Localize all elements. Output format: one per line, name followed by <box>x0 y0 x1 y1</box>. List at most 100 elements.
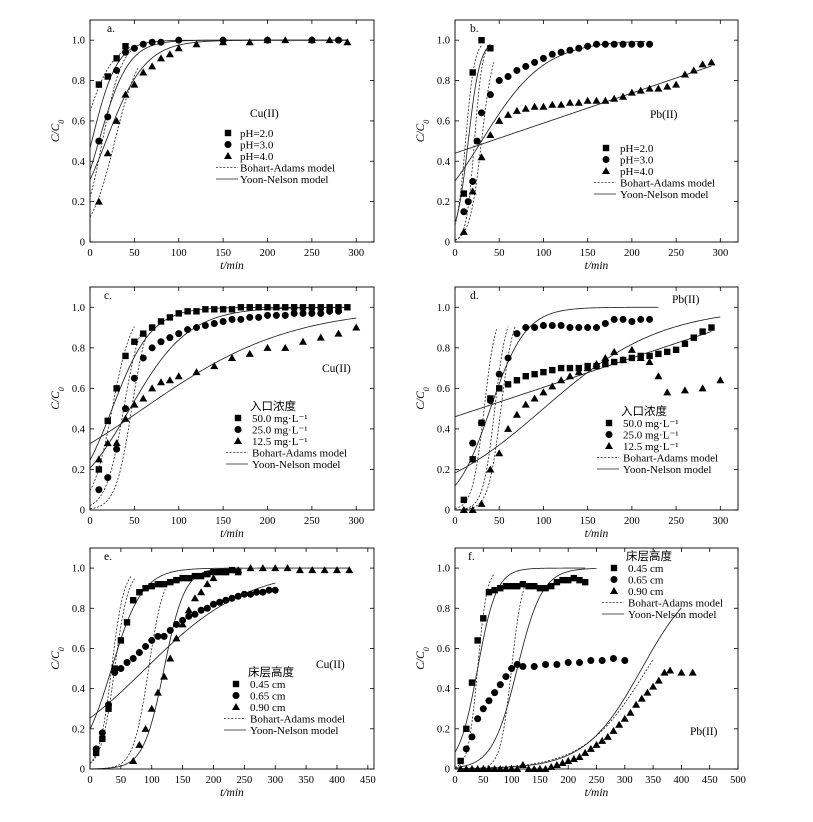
data-point <box>468 679 476 686</box>
data-point <box>610 40 618 48</box>
yoon-nelson-curve <box>455 331 712 418</box>
data-point <box>557 376 566 384</box>
yoon-nelson-curve <box>455 316 721 474</box>
data-point <box>460 190 468 197</box>
data-point <box>552 760 561 768</box>
data-point <box>467 765 476 772</box>
data-point <box>192 368 201 376</box>
data-point <box>664 348 671 356</box>
data-point <box>620 714 629 722</box>
data-point <box>575 44 583 52</box>
x-tick-label: 0 <box>452 775 457 786</box>
data-point <box>308 304 316 311</box>
y-tick-label: 1.0 <box>437 303 450 314</box>
data-point <box>122 352 129 360</box>
x-tick-label: 200 <box>206 775 222 786</box>
data-point <box>531 370 538 378</box>
bohart-adams-curve <box>455 43 491 241</box>
y-tick-label: 1.0 <box>72 564 85 575</box>
data-point <box>203 580 212 588</box>
y-tick-label: 0.2 <box>72 724 85 735</box>
data-point <box>646 315 654 323</box>
data-point <box>166 654 175 662</box>
plot-frame <box>89 547 375 770</box>
data-point <box>131 338 138 345</box>
data-point <box>222 596 230 604</box>
data-point <box>157 378 165 386</box>
data-point <box>197 606 205 614</box>
data-point <box>245 38 254 46</box>
x-tick-label: 100 <box>171 516 187 527</box>
data-point <box>210 568 217 576</box>
series-square <box>95 304 351 473</box>
data-point <box>130 597 137 604</box>
data-point <box>95 466 103 473</box>
data-point <box>463 725 470 733</box>
data-point <box>142 584 149 592</box>
data-point <box>655 350 662 358</box>
x-tick-label: 250 <box>668 516 684 527</box>
data-point <box>153 688 162 696</box>
data-point <box>486 91 494 99</box>
data-point <box>501 765 510 772</box>
data-point <box>92 749 100 757</box>
bohart-adams-curve <box>455 45 482 226</box>
data-point <box>113 66 121 74</box>
data-point <box>99 735 106 743</box>
data-point <box>462 765 471 772</box>
data-point <box>598 657 606 665</box>
data-point <box>680 70 689 78</box>
series-triangle <box>456 666 697 772</box>
yoon-nelson-curve <box>90 582 276 719</box>
data-point <box>609 726 618 734</box>
data-point <box>221 568 230 576</box>
data-point <box>565 576 572 584</box>
data-point <box>94 455 103 463</box>
data-point <box>535 765 544 772</box>
data-point <box>513 377 521 384</box>
data-point <box>148 344 156 352</box>
data-point <box>245 349 254 357</box>
data-point <box>636 86 645 94</box>
data-point <box>557 48 565 56</box>
data-point <box>583 96 592 104</box>
data-point <box>486 465 495 473</box>
data-point <box>103 149 112 157</box>
yoon-nelson-curve <box>90 306 348 469</box>
data-point <box>602 360 609 368</box>
data-point <box>332 566 341 574</box>
data-point <box>628 354 636 362</box>
x-axis-label: t/min <box>585 528 609 540</box>
legend-label: pH=2.0 <box>620 143 654 155</box>
model-curves <box>90 567 350 769</box>
bohart-adams-curve <box>90 49 132 198</box>
data-point <box>281 343 290 351</box>
data-point <box>459 506 468 513</box>
data-point <box>165 50 174 58</box>
data-point <box>593 40 600 48</box>
data-point <box>240 590 248 598</box>
data-point <box>193 324 200 332</box>
data-point <box>480 615 487 622</box>
y-tick-label: 0.8 <box>72 604 85 615</box>
y-tick-label: 0.4 <box>437 424 451 435</box>
data-point <box>154 580 162 588</box>
data-point <box>542 661 550 669</box>
y-tick-label: 0.6 <box>72 116 85 127</box>
legend-title: 入口浓度 <box>621 404 667 418</box>
data-point <box>130 80 139 88</box>
y-tick-label: 0.6 <box>72 644 85 655</box>
y-tick-label: 0.2 <box>437 724 450 735</box>
data-point <box>203 604 211 612</box>
y-axis-label: C/C0 <box>50 647 66 670</box>
data-point <box>565 372 574 380</box>
data-point <box>478 109 486 117</box>
data-point <box>459 227 468 235</box>
data-point <box>190 594 199 602</box>
data-point <box>185 574 192 582</box>
data-point <box>548 382 557 390</box>
data-point <box>122 405 129 413</box>
data-point <box>98 729 106 737</box>
